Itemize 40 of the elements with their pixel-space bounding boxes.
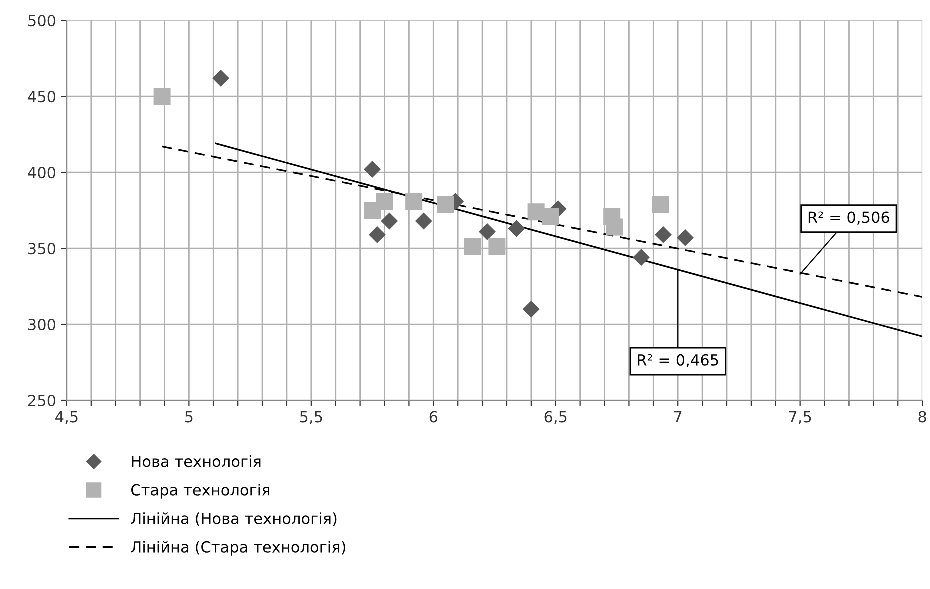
point: [368, 226, 386, 244]
y-tick-label: 250: [28, 394, 56, 407]
point: [654, 226, 672, 244]
x-tick-label: 5: [186, 411, 193, 423]
point: [464, 238, 482, 256]
y-tick-label: 400: [28, 167, 56, 179]
x-tick-label: 7: [674, 411, 682, 423]
legend-label: Лінійна (Нова технологія): [131, 512, 337, 526]
point: [478, 223, 496, 240]
legend-label: Лінійна (Стара технологія): [131, 541, 346, 556]
x-tick-label: 6,5: [544, 411, 567, 424]
annotation: R² = 0,506: [808, 212, 890, 225]
point: [606, 218, 624, 236]
legend-label: Стара технологія: [132, 484, 270, 499]
point: [381, 212, 398, 230]
point: [415, 212, 432, 230]
point: [508, 220, 526, 238]
y-tick-label: 300: [28, 319, 56, 331]
annotation: R² = 0,465: [638, 354, 718, 368]
point: [488, 238, 506, 256]
point: [652, 196, 670, 213]
point: [437, 196, 454, 213]
point: [154, 88, 171, 106]
x-tick-label: 4,5: [56, 411, 78, 424]
point: [212, 70, 230, 87]
point: [632, 249, 650, 266]
point: [376, 192, 394, 210]
x-tick-label: 6: [430, 411, 438, 423]
legend-label: Нова технологія: [132, 456, 261, 468]
y-tick-label: 500: [28, 15, 56, 27]
x-tick-label: 5,5: [300, 411, 322, 424]
point: [676, 229, 694, 246]
y-tick-label: 350: [28, 243, 56, 255]
x-tick-label: 8: [918, 411, 926, 423]
point: [522, 300, 540, 318]
y-tick-label: 450: [28, 91, 56, 103]
point: [364, 161, 382, 178]
point: [406, 192, 423, 210]
x-tick-label: 7,5: [789, 411, 812, 424]
point: [542, 208, 560, 226]
